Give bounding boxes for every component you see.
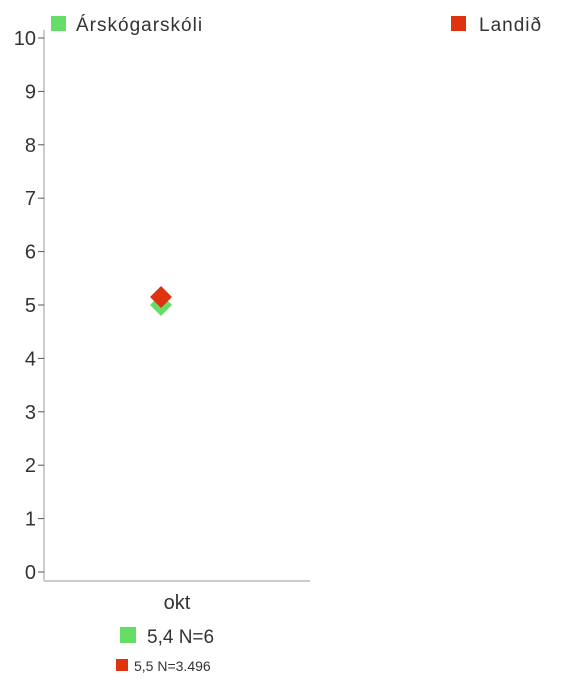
stat-row-0: 5,4 N=6: [120, 627, 214, 648]
x-axis: okt: [44, 581, 310, 614]
x-category-label-0: okt: [164, 592, 191, 614]
y-tick-label: 5: [25, 295, 36, 317]
stat-row-1: 5,5 N=3.496: [116, 658, 211, 674]
y-tick-label: 1: [25, 509, 36, 531]
legend-label-0: Árskógarskóli: [76, 15, 203, 36]
legend-swatch-0: [51, 16, 66, 31]
legend-item-1[interactable]: Landið: [451, 15, 542, 36]
y-tick-label: 8: [25, 135, 36, 157]
y-axis: 0 1 2 3 4 5 6 7 8 9 10: [14, 28, 44, 584]
stat-swatch-0: [120, 627, 136, 643]
legend: Árskógarskóli Landið: [51, 15, 542, 36]
stat-label-1: 5,5 N=3.496: [134, 658, 211, 674]
category-stats: 5,4 N=6 5,5 N=3.496: [116, 627, 214, 674]
y-ticks: 0 1 2 3 4 5 6 7 8 9 10: [14, 28, 44, 584]
y-tick-label: 7: [25, 188, 36, 210]
y-tick-label: 3: [25, 402, 36, 424]
y-tick-label: 10: [14, 28, 36, 50]
stat-label-0: 5,4 N=6: [147, 627, 214, 648]
stat-swatch-1: [116, 659, 128, 671]
y-tick-label: 4: [25, 348, 36, 370]
data-points: [150, 286, 172, 316]
y-tick-label: 0: [25, 562, 36, 584]
legend-swatch-1: [451, 16, 466, 31]
y-tick-label: 2: [25, 455, 36, 477]
legend-label-1: Landið: [479, 15, 542, 36]
y-tick-label: 9: [25, 81, 36, 103]
y-tick-label: 6: [25, 242, 36, 264]
legend-item-0[interactable]: Árskógarskóli: [51, 15, 203, 36]
